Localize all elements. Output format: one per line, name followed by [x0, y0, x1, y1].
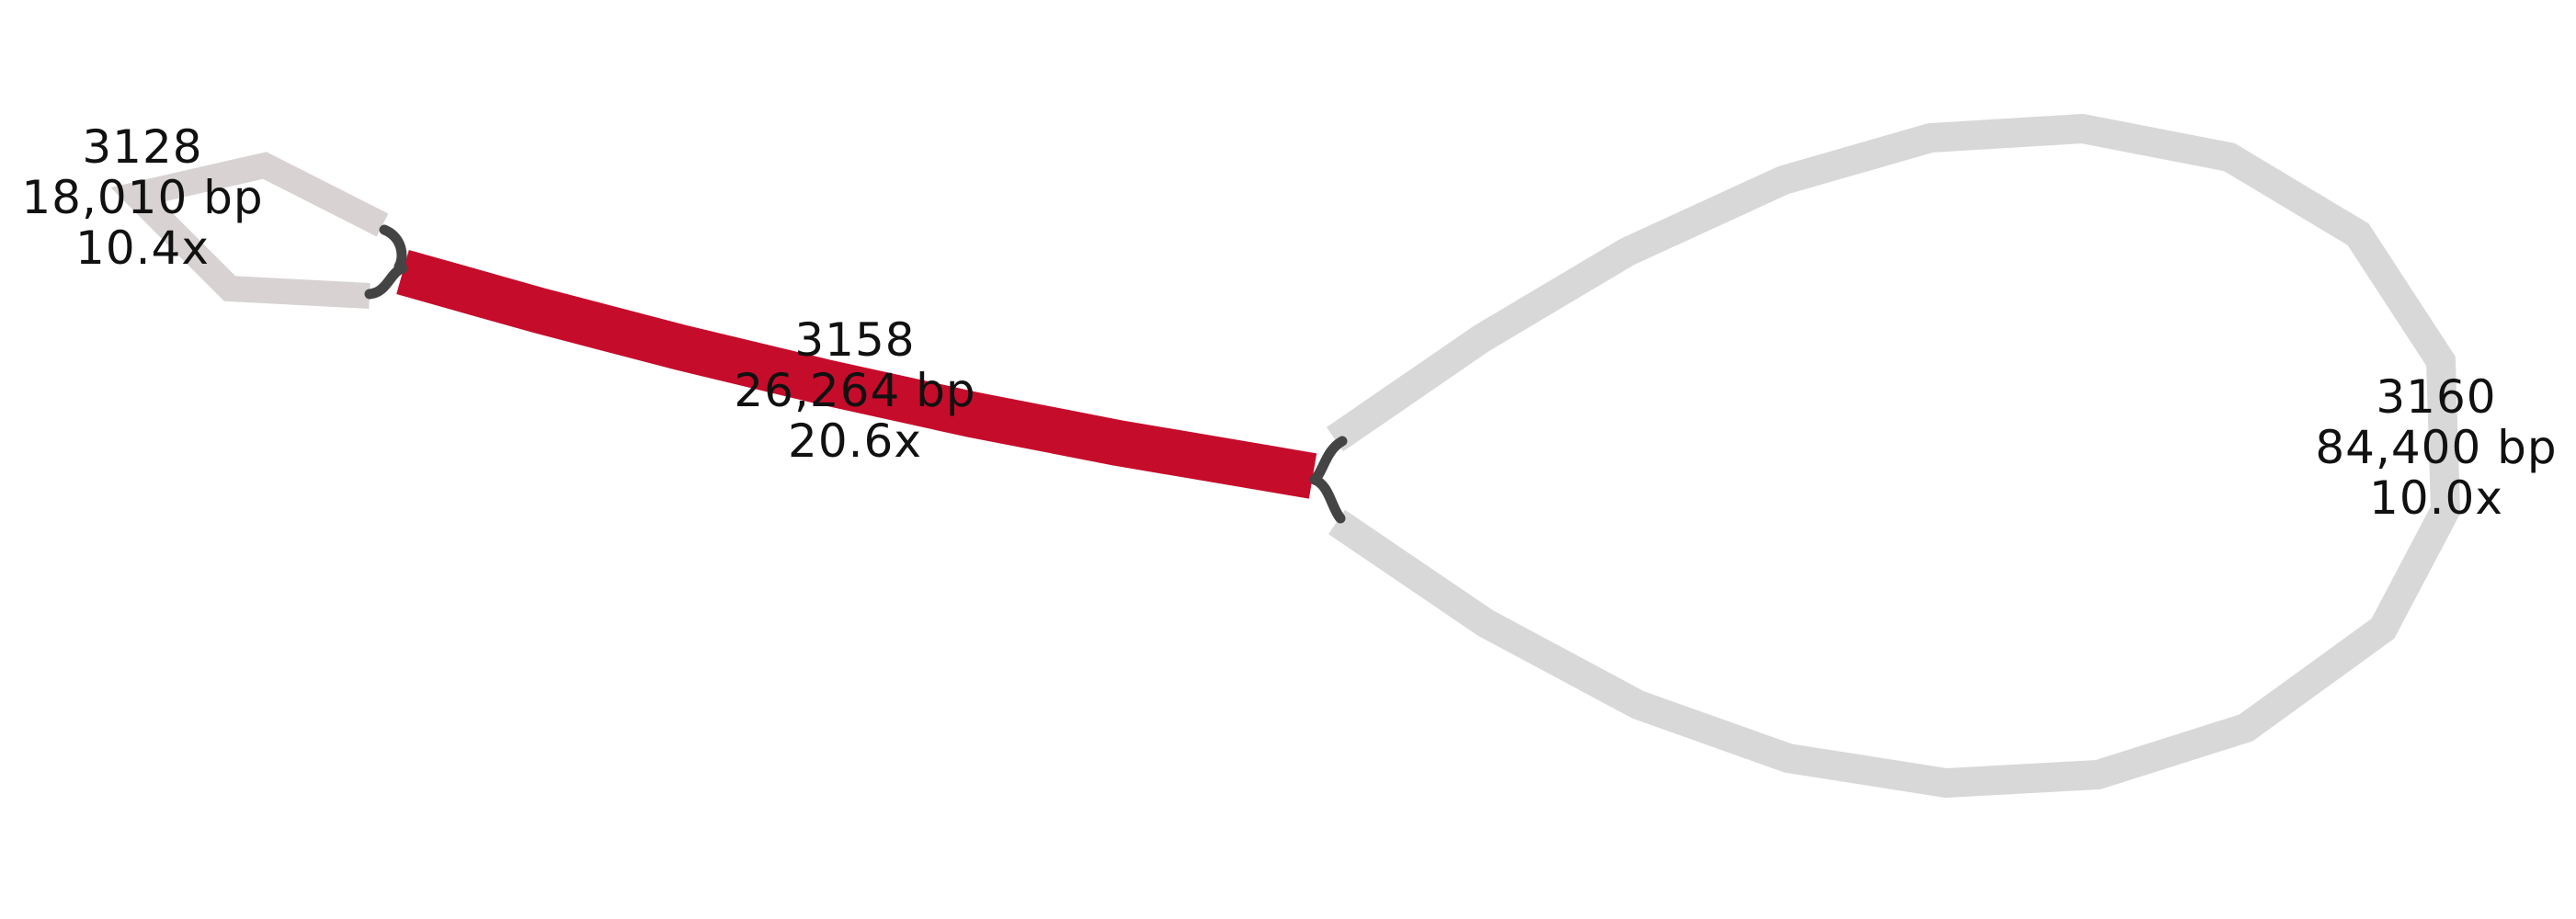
node-length: 84,400 bp — [2315, 421, 2558, 474]
node-length: 18,010 bp — [21, 171, 264, 224]
node-label-3158: 3158 26,264 bp 20.6x — [671, 315, 1039, 467]
node-3158-segment[interactable] — [396, 249, 1317, 499]
link-3160-3158 — [1309, 474, 1346, 524]
node-3128-segment[interactable] — [110, 152, 389, 309]
node-3160-segment[interactable] — [1326, 113, 2461, 799]
node-depth: 10.4x — [75, 221, 210, 275]
link-3158-3160 — [1309, 436, 1348, 485]
node-depth: 10.0x — [2369, 471, 2503, 525]
node-name: 3158 — [794, 313, 916, 367]
node-name: 3128 — [82, 120, 203, 174]
link-3128-3158 — [364, 263, 408, 300]
node-depth: 20.6x — [788, 414, 922, 468]
node-name: 3160 — [2376, 370, 2497, 424]
link-3128-3158 — [379, 224, 407, 272]
node-length: 26,264 bp — [734, 364, 976, 417]
node-label-3160: 3160 84,400 bp 10.0x — [2271, 372, 2576, 524]
node-label-3128: 3128 18,010 bp 10.4x — [0, 122, 285, 274]
